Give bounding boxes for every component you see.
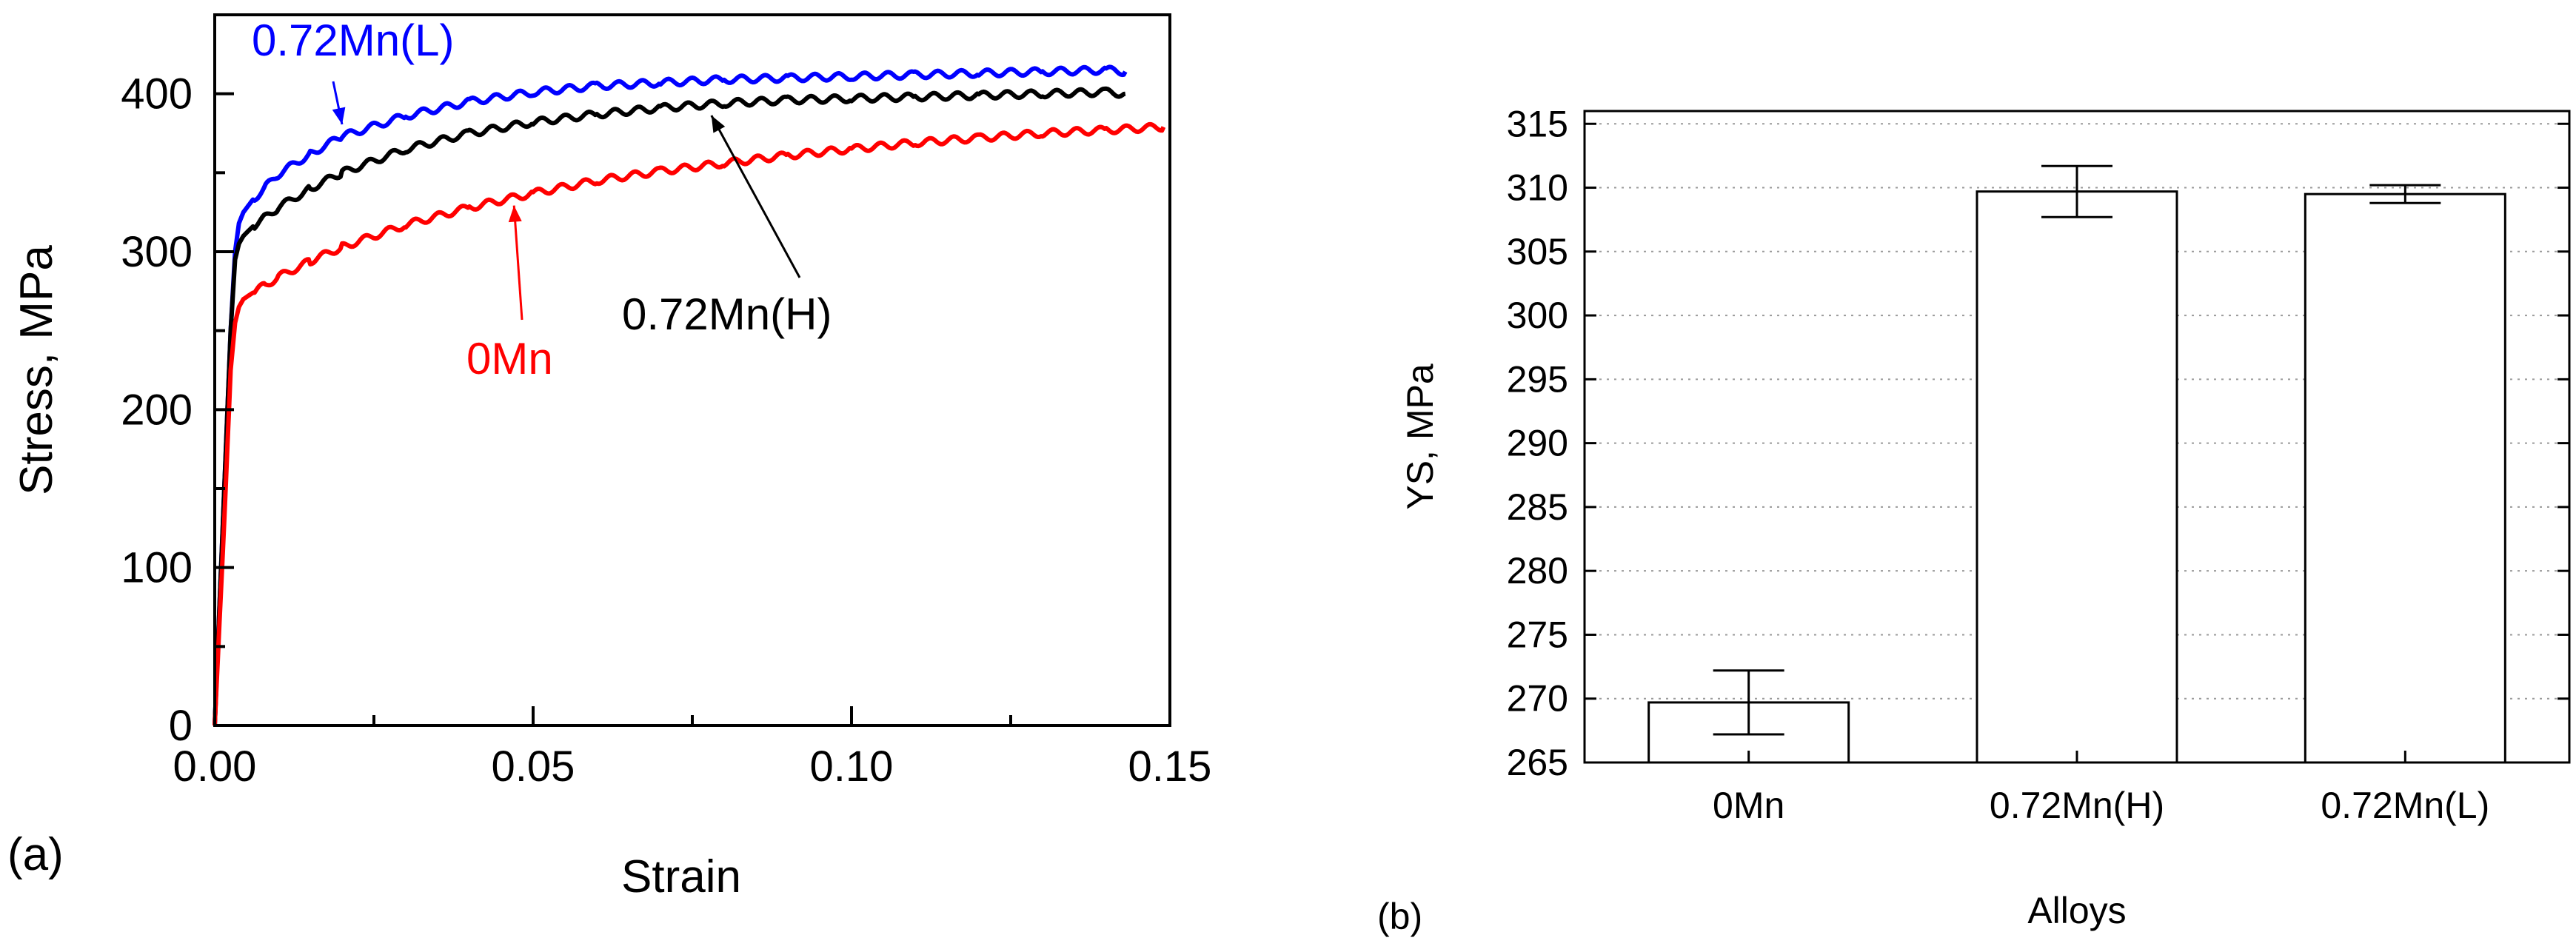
panel-a-arrows — [332, 81, 801, 321]
panel-a-annotation-arrow — [512, 205, 523, 321]
panel-a-y-tick-label: 200 — [121, 386, 193, 434]
bar-0-72mn-h — [1976, 190, 2178, 764]
panel-a-annotation-label: 0.72Mn(H) — [622, 289, 832, 339]
panel-b-y-tick-label: 290 — [1507, 423, 1568, 464]
panel-b-y-tick-label: 295 — [1507, 358, 1568, 400]
panel-b-x-tick-label: 0Mn — [1713, 785, 1784, 826]
series-line-0mn — [213, 121, 1166, 726]
panel-b-x-tick-label: 0.72Mn(L) — [2321, 785, 2489, 826]
panel-a-x-tick-label: 0.05 — [492, 743, 575, 791]
panel-b-y-tick-label: 300 — [1507, 295, 1568, 336]
panel-a-y-tick-label: 400 — [121, 70, 193, 118]
panel-b-y-tick-label: 315 — [1507, 103, 1568, 144]
panel-a-y-tick-label: 100 — [121, 544, 193, 592]
panel-b-y-tick-label: 280 — [1507, 550, 1568, 591]
panel-b-label: (b) — [1377, 896, 1422, 937]
panel-a-x-tick-label: 0.10 — [810, 743, 894, 791]
panel-b-y-tick-label: 270 — [1507, 678, 1568, 720]
panel-a-annotation-arrowhead — [332, 107, 346, 124]
panel-a-y-ticks: 0 100 200 300 400 — [121, 70, 234, 750]
panel-a-y-tick-label: 300 — [121, 228, 193, 276]
panel-a-annotations: 0.72Mn(L) 0.72Mn(H) 0Mn — [252, 16, 832, 383]
panel-b-y-tick-label: 285 — [1507, 486, 1568, 528]
panel-b-y-axis-label: YS, MPa — [1399, 363, 1441, 509]
panel-b-y-tick-label: 275 — [1507, 614, 1568, 655]
panel-a-x-ticks: 0.00 0.05 0.10 0.15 — [173, 706, 1212, 791]
panel-b-x-tick-label: 0.72Mn(H) — [1990, 785, 2164, 826]
panel-a-annotation-arrowhead — [508, 205, 522, 223]
panel-b-y-ticks: 265 270 275 280 285 290 295 300 305 310 315 — [1507, 103, 2569, 783]
panel-b-x-ticks: 0Mn 0.72Mn(H) 0.72Mn(L) — [1713, 751, 2489, 826]
panel-a-y-axis-label: Stress, MPa — [11, 245, 62, 495]
panel-a-x-tick-label: 0.00 — [173, 743, 257, 791]
panel-a-series-layer — [213, 64, 1166, 726]
panel-a-annotation-label: 0Mn — [466, 334, 553, 383]
panel-b-y-tick-label: 265 — [1507, 742, 1568, 783]
panel-a-y-tick-label: 0 — [169, 702, 193, 750]
panel-b-y-tick-label: 310 — [1507, 167, 1568, 209]
panel-b-x-axis-label: Alloys — [2027, 890, 2126, 931]
panel-a-label: (a) — [7, 829, 64, 880]
panel-b-y-tick-label: 305 — [1507, 231, 1568, 272]
panel-a-annotation-label: 0.72Mn(L) — [252, 16, 454, 65]
series-line-0-72mn-h — [213, 86, 1126, 726]
panel-a-x-tick-label: 0.15 — [1128, 743, 1212, 791]
panel-b: 265 270 275 280 285 290 295 300 305 310 315 0Mn 0.7… — [1377, 103, 2571, 937]
panel-a-annotation-arrow — [710, 115, 801, 278]
panel-a-annotation-arrowhead — [711, 115, 726, 133]
panel-b-error-bars — [1713, 164, 2441, 736]
series-line-0-72mn-l — [213, 64, 1128, 726]
panel-b-bars — [1647, 190, 2506, 764]
panel-a-x-axis-label: Strain — [621, 851, 741, 902]
bar-0-72mn-l — [2304, 192, 2506, 764]
panel-a: 0.00 0.05 0.10 0.15 0 100 200 300 400 0.72Mn(L)… — [7, 13, 1212, 902]
panel-a-plot-frame — [213, 13, 1171, 727]
